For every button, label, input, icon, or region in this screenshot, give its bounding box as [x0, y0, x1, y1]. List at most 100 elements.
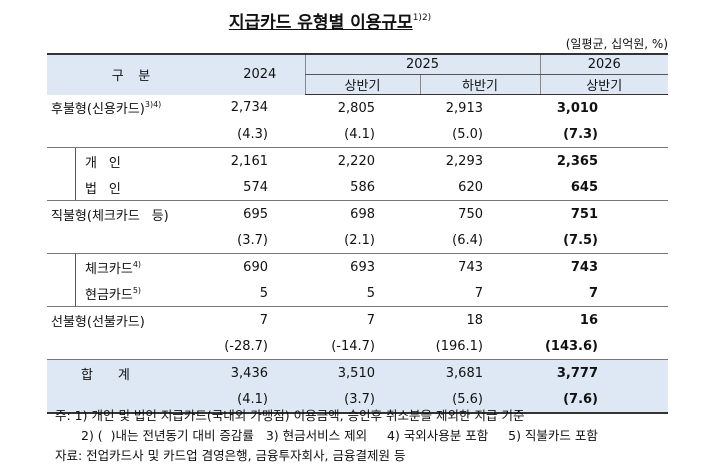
row-label: 선불형(선불카드)	[47, 307, 215, 334]
table-row: 후불형(신용카드)3)4) 2,734 2,805 2,913 3,010	[47, 95, 668, 122]
cell: (7.5)	[540, 227, 668, 254]
cell: (3.7)	[215, 227, 305, 254]
cell: 690	[215, 253, 305, 280]
cell: 5	[215, 280, 305, 307]
row-label-text: 개 인	[85, 155, 121, 171]
title-block: 지급카드 유형별 이용규모1)2)	[0, 8, 660, 33]
row-label-text: 법 인	[85, 181, 121, 197]
row-label	[47, 227, 215, 254]
cell: 3,510	[305, 359, 420, 386]
cell: (4.1)	[215, 386, 305, 414]
header-year: 2024	[215, 53, 305, 95]
table-row: (4.1) (3.7) (5.6) (7.6)	[47, 386, 668, 414]
cell: 2,161	[215, 147, 305, 174]
cell: 2,734	[230, 100, 268, 116]
cell: (4.1)	[305, 121, 420, 148]
row-label-text: 현금카드	[85, 287, 133, 303]
title-note: 1)2)	[412, 13, 432, 23]
cell: (3.7)	[305, 386, 420, 414]
cell: (6.4)	[420, 227, 540, 254]
cell: 7	[420, 280, 540, 307]
header-half: 상반기	[304, 74, 420, 95]
cell: 2,293	[420, 147, 540, 174]
cell: 3,777	[540, 359, 668, 386]
header-year: 2026	[539, 53, 668, 75]
cell: 7	[366, 312, 375, 328]
header-half: 하반기	[419, 74, 540, 95]
cell: 750	[458, 206, 483, 222]
header-year: 2025	[304, 53, 540, 75]
header-label: 구 분	[47, 53, 215, 95]
cell: 2,365	[540, 147, 668, 174]
title: 지급카드 유형별 이용규모	[228, 13, 413, 33]
row-label: 합 계	[47, 359, 215, 386]
cell: 2,220	[305, 147, 420, 174]
cell: 645	[540, 174, 668, 201]
row-label: 현금카드5)	[47, 280, 215, 307]
row-note: 4)	[132, 259, 142, 269]
cell: 5	[305, 280, 420, 307]
row-label: 법 인	[47, 174, 215, 201]
cell: 743	[540, 253, 668, 280]
row-label-text: 합 계	[81, 367, 130, 383]
row-label	[47, 333, 215, 360]
cell: (143.6)	[540, 333, 668, 360]
cell: (5.6)	[420, 386, 540, 414]
row-label-text: 후불형(신용카드)	[51, 102, 145, 118]
header-half: 상반기	[539, 74, 668, 95]
table-body: 후불형(신용카드)3)4) 2,734 2,805 2,913 3,010 (4.3) (4…	[47, 95, 668, 414]
table-row: (-28.7) (-14.7) (196.1) (143.6)	[47, 333, 668, 360]
cell: 693	[305, 253, 420, 280]
row-label: 체크카드4)	[47, 253, 215, 280]
cell: (196.1)	[420, 333, 540, 360]
table-row: 선불형(선불카드) 7 7 18 16	[47, 307, 668, 334]
cell: 574	[215, 174, 305, 201]
table-row: 체크카드4) 690 693 743 743	[47, 253, 668, 280]
cell: (7.3)	[540, 121, 668, 148]
cell: 7	[259, 312, 268, 328]
cell: 18	[466, 312, 483, 328]
cell: (5.0)	[420, 121, 540, 148]
row-label	[47, 121, 215, 148]
table-row: (3.7) (2.1) (6.4) (7.5)	[47, 227, 668, 254]
cell: 751	[570, 206, 598, 222]
row-label-text: 직불형(체크카드 등)	[51, 208, 169, 224]
row-label: 후불형(신용카드)3)4)	[47, 95, 215, 122]
cell: (-28.7)	[215, 333, 305, 360]
cell: 7	[540, 280, 668, 307]
table: 구 분 2024 2025 2026 상반기 하반기 상반기 후불형(신용카드)…	[47, 53, 668, 414]
cell: 743	[420, 253, 540, 280]
row-label-text: 선불형(선불카드)	[51, 314, 145, 330]
cell: 16	[579, 312, 598, 328]
table-row: (4.3) (4.1) (5.0) (7.3)	[47, 121, 668, 148]
cell: 698	[350, 206, 375, 222]
cell: (2.1)	[305, 227, 420, 254]
row-note: 5)	[132, 285, 142, 295]
row-label: 개 인	[47, 147, 215, 174]
notes: 주: 1) 개인 및 법인 지급카드(국내외 가맹점) 이용금액, 승인후 취소…	[55, 406, 598, 466]
row-note: 3)4)	[144, 100, 162, 110]
cell: 620	[420, 174, 540, 201]
cell: (-14.7)	[305, 333, 420, 360]
note-line: 자료: 전업카드사 및 카드업 겸영은행, 금융투자회사, 금융결제원 등	[55, 448, 406, 463]
note-line: 2) ( )내는 전년동기 대비 증감률 3) 현금서비스 제외 4) 국외사용…	[81, 428, 598, 443]
row-label	[47, 386, 215, 414]
unit: (일평균, 십억원, %)	[565, 37, 668, 51]
cell: 586	[305, 174, 420, 201]
table-row: 개 인 2,161 2,220 2,293 2,365	[47, 147, 668, 174]
cell: (7.6)	[540, 386, 668, 414]
cell: 2,805	[337, 100, 375, 116]
note-line: 주: 1) 개인 및 법인 지급카드(국내외 가맹점) 이용금액, 승인후 취소…	[55, 408, 525, 423]
cell: (4.3)	[215, 121, 305, 148]
table-row: 직불형(체크카드 등) 695 698 750 751	[47, 201, 668, 228]
cell: 3,010	[556, 100, 598, 116]
cell: 695	[243, 206, 268, 222]
row-label-text: 체크카드	[85, 261, 133, 277]
cell: 3,681	[420, 359, 540, 386]
table-row: 법 인 574 586 620 645	[47, 174, 668, 201]
cell: 2,913	[445, 100, 483, 116]
row-label: 직불형(체크카드 등)	[47, 201, 215, 228]
table-row: 현금카드5) 5 5 7 7	[47, 280, 668, 307]
cell: 3,436	[215, 359, 305, 386]
